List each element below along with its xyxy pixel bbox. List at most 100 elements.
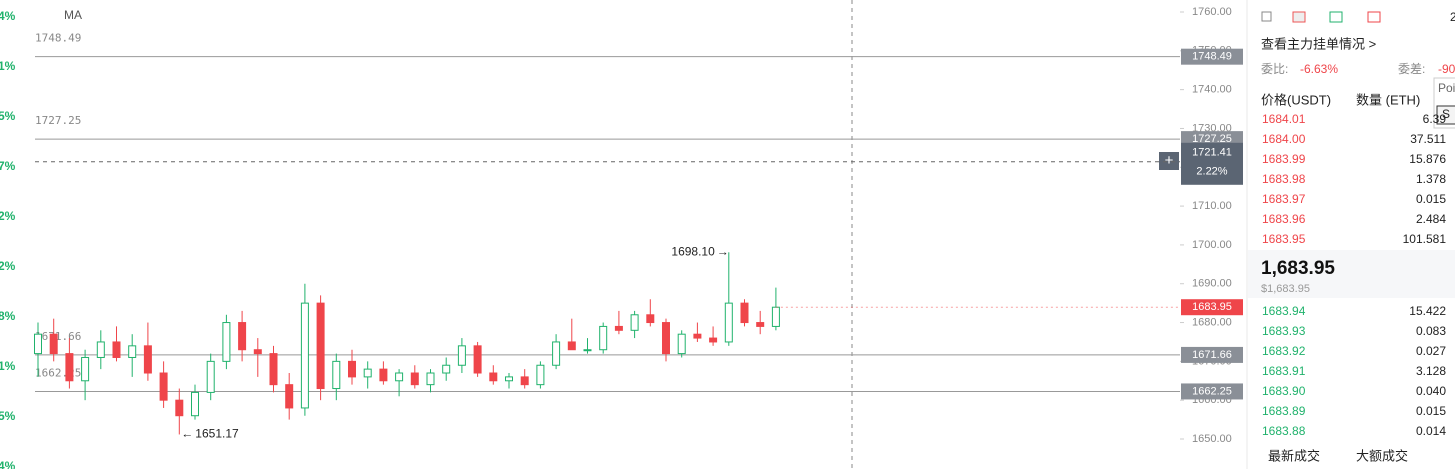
high-arrow: → bbox=[717, 244, 729, 258]
level-tag bbox=[1181, 346, 1243, 363]
diff-label: 委差: bbox=[1398, 62, 1425, 76]
candle-body bbox=[724, 302, 733, 343]
candle-body bbox=[536, 364, 545, 386]
bid-qty: 0.040 bbox=[1416, 384, 1446, 398]
candle-body bbox=[348, 360, 356, 378]
candle-body bbox=[520, 376, 529, 386]
ask-price: 1684.01 bbox=[1262, 112, 1306, 126]
pct-label: 5% bbox=[0, 109, 16, 123]
crosshair-tag bbox=[1181, 142, 1243, 185]
add-button[interactable] bbox=[1159, 152, 1179, 170]
ask-qty: 15.876 bbox=[1409, 152, 1446, 166]
level-tag bbox=[1181, 48, 1243, 65]
y-tick-label: 1710.00 bbox=[1192, 200, 1232, 212]
pct-label: 7% bbox=[0, 159, 16, 173]
bid-qty: 0.027 bbox=[1416, 344, 1446, 358]
candle-body bbox=[709, 337, 718, 343]
candle-body bbox=[740, 302, 749, 324]
candle-body bbox=[552, 341, 561, 366]
level-left-label: 1727.25 bbox=[35, 114, 81, 127]
ask-price: 1684.00 bbox=[1262, 132, 1306, 146]
level-tag-text: 1748.49 bbox=[1192, 51, 1232, 63]
mid-bg bbox=[1248, 250, 1455, 298]
candle-body bbox=[457, 345, 466, 366]
pct-label: 1% bbox=[0, 359, 16, 373]
y-tick-label: 1700.00 bbox=[1192, 239, 1232, 251]
candle-body bbox=[646, 314, 655, 324]
candle-body bbox=[771, 306, 780, 327]
pct-label: 5% bbox=[0, 409, 16, 423]
icon bbox=[1261, 11, 1272, 22]
candle-body bbox=[395, 372, 404, 382]
ask-qty: 1.378 bbox=[1416, 172, 1446, 186]
diff: -90 bbox=[1438, 62, 1455, 76]
top-right: 2 bbox=[1450, 10, 1455, 24]
ratio-label: 委比: bbox=[1261, 62, 1288, 76]
candle-body bbox=[222, 322, 231, 362]
tab[interactable]: 大额成交 bbox=[1356, 448, 1408, 463]
price-header: 价格(USDT) bbox=[1261, 92, 1331, 107]
bid-price: 1683.88 bbox=[1262, 424, 1306, 438]
mid-price: 1,683.95 bbox=[1261, 258, 1335, 279]
bid-qty: 15.422 bbox=[1409, 304, 1446, 318]
y-tick-label: 1680.00 bbox=[1192, 316, 1232, 328]
candle-body bbox=[128, 345, 137, 358]
ask-price: 1683.98 bbox=[1262, 172, 1306, 186]
crosshair-price: 1721.41 bbox=[1192, 147, 1232, 159]
tooltip-button-text[interactable]: S bbox=[1442, 107, 1450, 121]
pct-label: 8% bbox=[0, 309, 16, 323]
candle-body bbox=[567, 341, 576, 351]
bid-qty: 0.015 bbox=[1416, 404, 1446, 418]
candle-body bbox=[65, 353, 74, 382]
bid-price: 1683.91 bbox=[1262, 364, 1306, 378]
tooltip-text: Poi bbox=[1438, 81, 1455, 95]
candle-body bbox=[112, 341, 121, 358]
level-tag-text: 1727.25 bbox=[1192, 133, 1232, 145]
ask-qty: 6.39 bbox=[1423, 112, 1447, 126]
ask-price: 1683.96 bbox=[1262, 212, 1306, 226]
icon[interactable] bbox=[1329, 11, 1343, 23]
candle-body bbox=[285, 384, 294, 409]
bid-price: 1683.93 bbox=[1262, 324, 1306, 338]
low-label: 1651.17 bbox=[195, 427, 239, 441]
candle-body bbox=[489, 372, 498, 382]
candle-body bbox=[379, 368, 388, 382]
ratio: -6.63% bbox=[1300, 62, 1338, 76]
mainforce-link[interactable]: 查看主力挂单情况 > bbox=[1261, 36, 1376, 51]
pct-label: 4% bbox=[0, 9, 16, 23]
candle-body bbox=[206, 360, 215, 393]
tab[interactable]: 最新成交 bbox=[1268, 448, 1320, 463]
level-tag bbox=[1181, 383, 1243, 400]
candle-body bbox=[81, 356, 90, 382]
icon[interactable] bbox=[1292, 11, 1306, 23]
tooltip-button[interactable] bbox=[1436, 105, 1455, 125]
crosshair-change: 2.22% bbox=[1196, 166, 1227, 178]
candle-body bbox=[363, 368, 372, 378]
ask-price: 1683.99 bbox=[1262, 152, 1306, 166]
candle-body bbox=[614, 325, 623, 331]
bid-price: 1683.90 bbox=[1262, 384, 1306, 398]
candle-body bbox=[238, 322, 247, 351]
candle-body bbox=[159, 372, 168, 401]
candle-body bbox=[583, 349, 592, 352]
pct-label: 2% bbox=[0, 259, 16, 273]
candle-body bbox=[253, 349, 262, 355]
ask-price: 1683.97 bbox=[1262, 192, 1306, 206]
candle-body bbox=[410, 372, 419, 386]
bid-price: 1683.89 bbox=[1262, 404, 1306, 418]
bid-price: 1683.92 bbox=[1262, 344, 1306, 358]
bid-qty: 3.128 bbox=[1416, 364, 1446, 378]
candle-body bbox=[332, 360, 341, 390]
high-label: 1698.10 bbox=[671, 244, 715, 258]
icon[interactable] bbox=[1367, 11, 1381, 23]
candle-body bbox=[662, 322, 670, 355]
mid-usd: $1,683.95 bbox=[1261, 283, 1310, 295]
y-tick-label: 1740.00 bbox=[1192, 84, 1232, 96]
candle-body bbox=[300, 302, 309, 409]
candle-body bbox=[693, 333, 702, 339]
add-icon[interactable]: + bbox=[1165, 152, 1174, 169]
candle-body bbox=[630, 314, 639, 331]
ask-qty: 0.015 bbox=[1416, 192, 1446, 206]
